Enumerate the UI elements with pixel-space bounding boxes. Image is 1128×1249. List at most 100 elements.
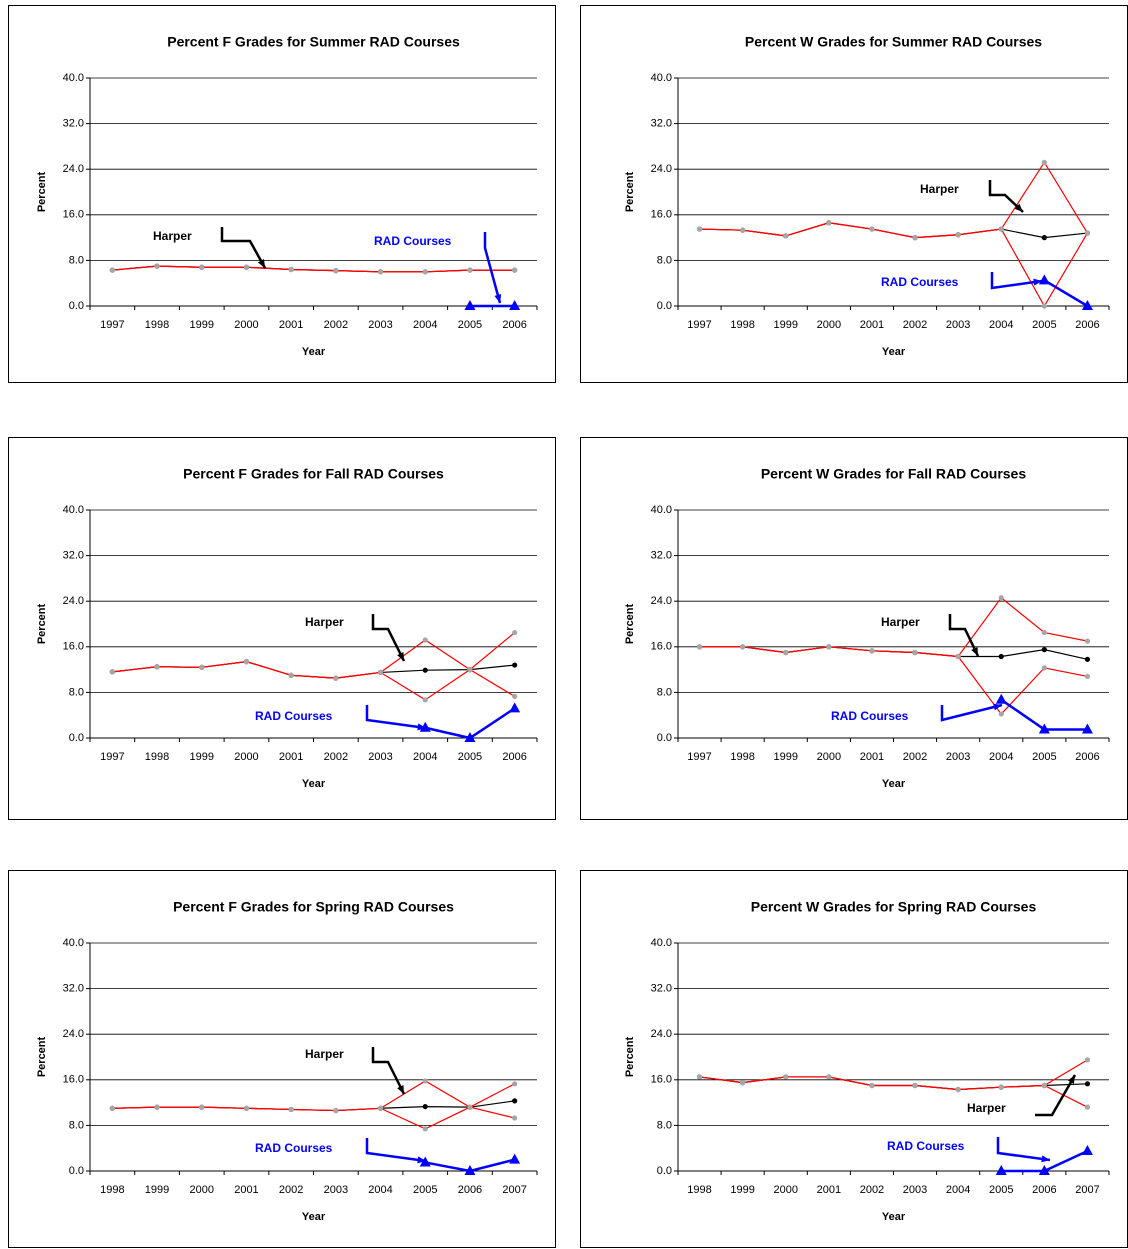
data-marker: [1084, 1081, 1091, 1087]
x-tick-label: 1998: [145, 751, 169, 763]
data-marker: [1081, 1145, 1093, 1156]
y-tick-label: 40.0: [651, 937, 672, 949]
x-tick-label: 1999: [190, 751, 214, 763]
y-tick-label: 16.0: [651, 209, 672, 221]
data-marker: [1041, 303, 1047, 309]
data-marker: [377, 1105, 384, 1111]
x-tick-label: 1998: [730, 319, 754, 331]
x-tick-label: 2001: [817, 1184, 841, 1196]
y-tick-label: 8.0: [69, 1119, 84, 1131]
y-tick-label: 40.0: [651, 72, 672, 84]
data-marker: [740, 1080, 746, 1086]
x-tick-label: 2005: [1032, 751, 1056, 763]
data-marker: [243, 264, 250, 270]
data-marker: [512, 1098, 518, 1104]
chart-title: Percent W Grades for Fall RAD Courses: [761, 466, 1027, 482]
panel-border: [580, 870, 1128, 1248]
data-marker: [998, 595, 1004, 601]
x-tick-label: 2007: [1075, 1184, 1099, 1196]
y-tick-label: 32.0: [651, 550, 672, 562]
data-marker: [333, 1107, 339, 1114]
x-tick-label: 2001: [860, 319, 884, 331]
x-tick-label: 2006: [458, 1184, 482, 1196]
data-marker: [1084, 638, 1091, 644]
x-tick-label: 1997: [687, 751, 711, 763]
annotation: RAD Courses: [887, 1139, 965, 1153]
data-marker: [422, 667, 428, 673]
y-tick-label: 8.0: [69, 686, 84, 698]
y-tick-label: 32.0: [63, 550, 84, 562]
chart-panel: Percent F Grades for Fall RAD Courses 0.0…: [8, 437, 556, 820]
arrow-head: [971, 647, 978, 656]
panel-border: [8, 870, 556, 1248]
data-marker: [199, 1104, 205, 1110]
annotation-arrow: [996, 1137, 1051, 1162]
data-marker: [696, 226, 703, 232]
x-axis-label: Year: [882, 778, 906, 790]
annotation: Harper: [967, 1101, 1006, 1115]
x-tick-label: 2006: [502, 751, 526, 763]
data-marker: [869, 648, 875, 654]
data-marker: [912, 649, 918, 656]
data-marker: [783, 233, 789, 239]
x-tick-label: 2007: [502, 1184, 526, 1196]
data-marker: [1041, 159, 1047, 165]
annotation: Harper: [305, 1047, 344, 1061]
data-marker: [1084, 1057, 1091, 1063]
arrow-head: [397, 652, 404, 661]
x-tick-label: 1999: [774, 751, 798, 763]
data-marker: [109, 669, 115, 675]
data-marker: [995, 693, 1007, 704]
panel-border: [580, 5, 1128, 383]
data-marker: [109, 267, 115, 273]
x-tick-label: 2001: [279, 751, 303, 763]
x-tick-label: 2002: [860, 1184, 884, 1196]
x-tick-label: 2001: [860, 751, 884, 763]
x-axis-label: Year: [882, 1211, 906, 1223]
data-marker: [783, 1074, 789, 1080]
data-marker: [154, 664, 160, 670]
y-axis-label: Percent: [36, 1036, 48, 1077]
annotation-arrow: [365, 705, 427, 730]
series-line: [112, 265, 515, 273]
data-marker: [333, 675, 339, 681]
y-axis-label: Percent: [624, 171, 636, 212]
data-marker: [464, 732, 476, 742]
x-tick-label: 2000: [190, 1184, 214, 1196]
series-line: [699, 1076, 1088, 1108]
data-marker: [199, 264, 205, 270]
chart-title: Percent W Grades for Spring RAD Courses: [751, 899, 1037, 915]
annotation: RAD Courses: [255, 709, 333, 723]
series-line: [699, 646, 1088, 715]
y-tick-label: 32.0: [651, 983, 672, 995]
data-marker: [1041, 235, 1047, 241]
data-marker: [467, 267, 473, 273]
y-tick-label: 0.0: [657, 732, 672, 744]
data-marker: [1041, 629, 1047, 636]
data-marker: [512, 693, 518, 699]
x-tick-label: 2004: [368, 1184, 392, 1196]
data-marker: [998, 653, 1004, 660]
arrow-head: [1067, 1075, 1075, 1084]
y-tick-label: 16.0: [63, 209, 84, 221]
data-marker: [288, 266, 294, 273]
y-tick-label: 0.0: [69, 1165, 84, 1177]
y-tick-label: 16.0: [651, 641, 672, 653]
data-marker: [464, 300, 476, 310]
x-tick-label: 2004: [413, 319, 437, 331]
x-tick-label: 2004: [946, 1184, 970, 1196]
data-marker: [995, 1165, 1007, 1175]
arrow-head: [397, 1085, 404, 1094]
annotation-arrow: [365, 1138, 427, 1163]
y-axis-label: Percent: [624, 1036, 636, 1077]
x-tick-label: 2003: [368, 751, 392, 763]
data-marker: [243, 659, 250, 665]
data-marker: [912, 235, 918, 241]
x-tick-label: 2002: [903, 751, 927, 763]
y-tick-label: 16.0: [651, 1074, 672, 1086]
y-tick-label: 16.0: [63, 1074, 84, 1086]
annotation-arrow: [948, 614, 980, 657]
series-line: [112, 1106, 515, 1130]
